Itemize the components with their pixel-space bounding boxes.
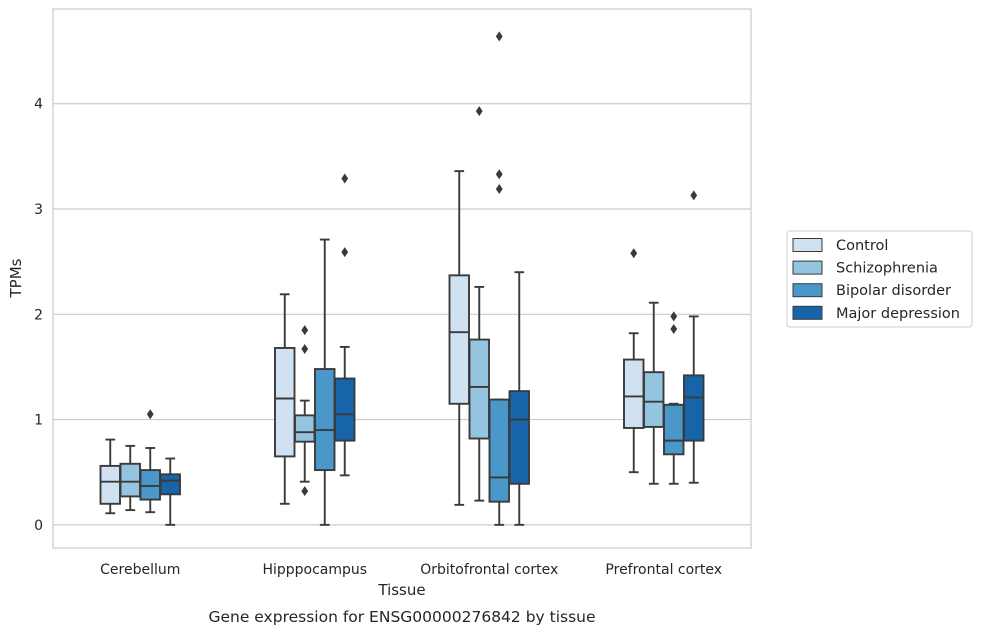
legend: Control Schizophrenia Bipolar disorder Majo… bbox=[786, 230, 973, 328]
outlier-point bbox=[301, 344, 309, 355]
outlier-point bbox=[630, 248, 638, 259]
box-body bbox=[643, 371, 665, 428]
box bbox=[683, 190, 705, 484]
outlier-point bbox=[670, 324, 678, 335]
box bbox=[643, 301, 665, 485]
x-tick-label: Cerebellum bbox=[100, 562, 180, 578]
outlier-point bbox=[495, 169, 503, 180]
box-body bbox=[683, 374, 705, 442]
box bbox=[274, 293, 296, 505]
box-body bbox=[294, 414, 316, 443]
box bbox=[468, 106, 490, 502]
y-tick-label: 2 bbox=[34, 307, 43, 323]
legend-label: Bipolar disorder bbox=[836, 283, 951, 299]
legend-swatch bbox=[792, 260, 823, 275]
box-group bbox=[99, 409, 181, 526]
y-axis-label: TPMs bbox=[7, 258, 25, 298]
plot-area bbox=[52, 8, 752, 549]
box-body bbox=[119, 462, 141, 498]
legend-label: Control bbox=[836, 238, 888, 254]
outlier-point bbox=[341, 247, 349, 258]
y-tick-label: 4 bbox=[34, 97, 43, 113]
box-group bbox=[448, 31, 530, 526]
box-body bbox=[663, 403, 685, 456]
outlier-point bbox=[341, 173, 349, 184]
x-tick-label: Orbitofrontal cortex bbox=[420, 562, 558, 578]
y-tick-label: 0 bbox=[34, 518, 43, 534]
box-body bbox=[623, 358, 645, 429]
legend-label: Schizophrenia bbox=[836, 261, 938, 277]
outlier-point bbox=[301, 325, 309, 336]
box-group bbox=[623, 190, 705, 485]
outlier-point bbox=[690, 190, 698, 201]
x-axis-label: Tissue bbox=[377, 581, 425, 599]
box-body bbox=[159, 473, 181, 496]
box-body bbox=[508, 390, 530, 485]
legend-swatch bbox=[792, 238, 823, 252]
outlier-point bbox=[495, 31, 503, 42]
box-body bbox=[488, 398, 510, 503]
outlier-point bbox=[301, 486, 309, 497]
box-body bbox=[99, 464, 121, 505]
box bbox=[448, 170, 470, 506]
chart-caption: Gene expression for ENSG00000276842 by t… bbox=[208, 608, 595, 626]
y-tick-label: 1 bbox=[34, 413, 43, 429]
box bbox=[294, 325, 316, 497]
x-tick-label: Prefrontal cortex bbox=[605, 562, 722, 578]
box bbox=[334, 173, 356, 477]
y-axis-ticks: 0 1 2 3 4 bbox=[34, 97, 43, 534]
box bbox=[663, 311, 685, 485]
box-body bbox=[468, 338, 490, 440]
box bbox=[159, 457, 181, 526]
x-axis-ticks: Cerebellum Hipppocampus Orbitofrontal cort… bbox=[100, 562, 722, 578]
legend-swatch bbox=[792, 283, 823, 298]
box-body bbox=[448, 274, 470, 405]
box bbox=[508, 271, 530, 526]
box bbox=[488, 31, 510, 526]
legend-frame bbox=[786, 230, 973, 328]
box-group bbox=[274, 173, 356, 526]
box-body bbox=[334, 377, 356, 442]
box-body bbox=[274, 347, 296, 458]
box-body bbox=[139, 469, 161, 501]
outlier-point bbox=[670, 311, 678, 322]
legend-swatch bbox=[792, 305, 823, 320]
box bbox=[139, 409, 161, 514]
outlier-point bbox=[495, 184, 503, 195]
outlier-point bbox=[475, 106, 483, 117]
box-body bbox=[314, 368, 336, 472]
x-tick-label: Hipppocampus bbox=[262, 562, 367, 578]
y-tick-label: 3 bbox=[34, 202, 43, 218]
legend-label: Major depression bbox=[836, 306, 960, 322]
box bbox=[119, 444, 141, 512]
outlier-point bbox=[146, 409, 154, 420]
box-groups bbox=[99, 31, 705, 526]
